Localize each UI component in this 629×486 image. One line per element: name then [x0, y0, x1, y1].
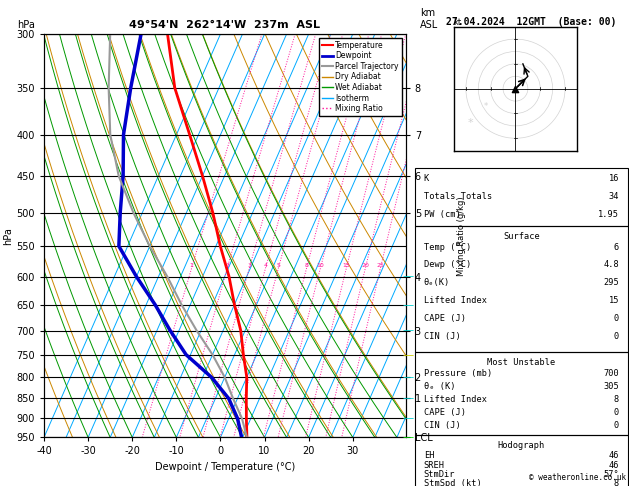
Y-axis label: hPa: hPa: [4, 227, 14, 244]
Text: θₑ (K): θₑ (K): [424, 382, 455, 391]
Text: 305: 305: [603, 382, 619, 391]
Text: 16: 16: [609, 174, 619, 183]
Text: —: —: [402, 372, 413, 382]
Text: kt: kt: [454, 17, 462, 27]
Text: km
ASL: km ASL: [420, 8, 438, 30]
Text: 0: 0: [614, 408, 619, 417]
Text: 1: 1: [190, 263, 194, 268]
Text: Hodograph: Hodograph: [498, 441, 545, 450]
Text: 27.04.2024  12GMT  (Base: 00): 27.04.2024 12GMT (Base: 00): [447, 17, 616, 27]
Text: 10: 10: [316, 263, 325, 268]
Text: Most Unstable: Most Unstable: [487, 358, 555, 367]
Text: CAPE (J): CAPE (J): [424, 314, 465, 323]
Text: 1.95: 1.95: [598, 210, 619, 219]
Text: Lifted Index: Lifted Index: [424, 395, 487, 404]
Text: 700: 700: [603, 369, 619, 378]
Text: 15: 15: [343, 263, 350, 268]
Text: 3: 3: [247, 263, 252, 268]
Text: 46: 46: [609, 461, 619, 470]
Text: Totals Totals: Totals Totals: [424, 191, 492, 201]
Y-axis label: Mixing Ratio (g/kg): Mixing Ratio (g/kg): [457, 196, 467, 276]
Text: SREH: SREH: [424, 461, 445, 470]
Text: —: —: [402, 349, 413, 360]
Text: StmDir: StmDir: [424, 470, 455, 479]
Text: 20: 20: [362, 263, 369, 268]
X-axis label: Dewpoint / Temperature (°C): Dewpoint / Temperature (°C): [155, 462, 295, 472]
Text: Lifted Index: Lifted Index: [424, 296, 487, 305]
Text: 46: 46: [609, 451, 619, 461]
Title: 49°54'N  262°14'W  237m  ASL: 49°54'N 262°14'W 237m ASL: [130, 20, 320, 31]
Text: K: K: [424, 174, 429, 183]
Text: —: —: [402, 272, 413, 281]
Text: 8: 8: [614, 479, 619, 486]
Text: —: —: [402, 433, 413, 442]
Text: 4.8: 4.8: [603, 260, 619, 269]
Text: 0: 0: [614, 421, 619, 430]
Text: hPa: hPa: [17, 20, 35, 30]
Text: Temp (°C): Temp (°C): [424, 243, 471, 252]
Text: Dewp (°C): Dewp (°C): [424, 260, 471, 269]
Text: EH: EH: [424, 451, 434, 461]
Text: *: *: [484, 102, 488, 110]
Text: CIN (J): CIN (J): [424, 421, 460, 430]
Text: CAPE (J): CAPE (J): [424, 408, 465, 417]
Text: 8: 8: [614, 395, 619, 404]
Text: 5: 5: [277, 263, 281, 268]
Text: 0: 0: [614, 314, 619, 323]
Text: © weatheronline.co.uk: © weatheronline.co.uk: [529, 473, 626, 482]
Text: 15: 15: [609, 296, 619, 305]
Text: 6: 6: [614, 243, 619, 252]
Text: 25: 25: [377, 263, 384, 268]
Text: Surface: Surface: [503, 232, 540, 241]
Text: 34: 34: [609, 191, 619, 201]
Text: —: —: [402, 326, 413, 335]
Text: Pressure (mb): Pressure (mb): [424, 369, 492, 378]
Text: CIN (J): CIN (J): [424, 332, 460, 341]
Text: *: *: [468, 118, 474, 128]
Text: —: —: [402, 299, 413, 310]
Text: θₑ(K): θₑ(K): [424, 278, 450, 287]
Text: 295: 295: [603, 278, 619, 287]
Text: —: —: [402, 394, 413, 403]
Text: —: —: [402, 414, 413, 423]
Text: PW (cm): PW (cm): [424, 210, 460, 219]
Legend: Temperature, Dewpoint, Parcel Trajectory, Dry Adiabat, Wet Adiabat, Isotherm, Mi: Temperature, Dewpoint, Parcel Trajectory…: [318, 38, 402, 116]
Point: [511, 85, 521, 92]
Text: 4: 4: [264, 263, 267, 268]
Text: StmSpd (kt): StmSpd (kt): [424, 479, 481, 486]
Text: 57°: 57°: [603, 470, 619, 479]
Text: 2: 2: [225, 263, 230, 268]
Text: 0: 0: [614, 332, 619, 341]
Text: 8: 8: [304, 263, 309, 268]
